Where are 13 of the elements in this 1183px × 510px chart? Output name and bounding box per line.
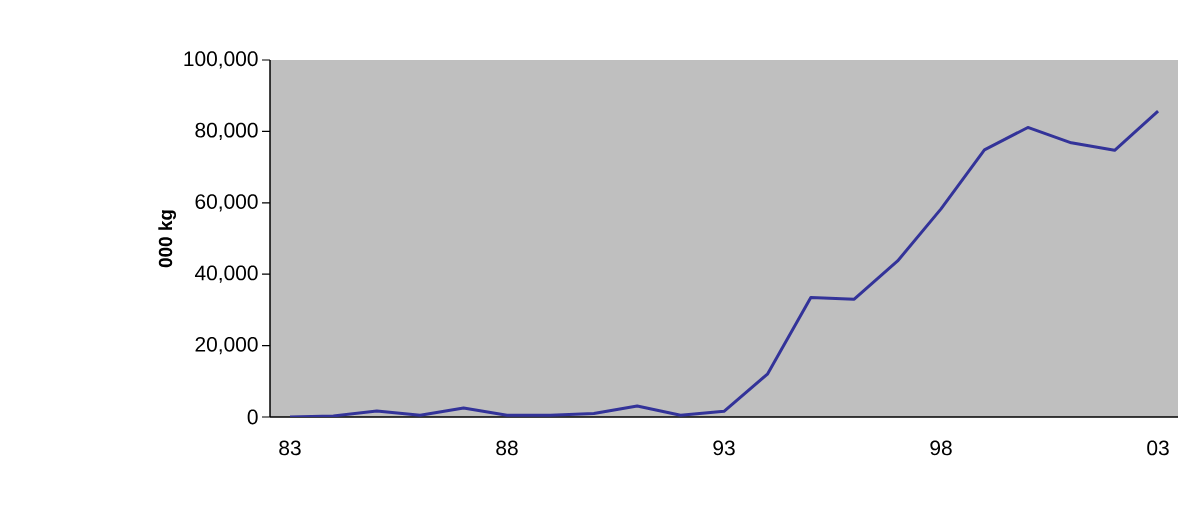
line-series: [288, 109, 1160, 417]
x-tick-label: 03: [1147, 440, 1169, 456]
y-tick-label: 80,000: [195, 122, 258, 141]
y-tick-label: 100,000: [184, 51, 258, 69]
x-tick-label: 83: [279, 440, 301, 456]
y-tick-label: 0: [247, 409, 258, 425]
x-tick-label: 88: [496, 440, 518, 456]
x-tick-label: 93: [713, 440, 735, 456]
y-tick-label: 60,000: [195, 194, 258, 212]
y-tick-label: 40,000: [194, 265, 258, 283]
y-axis-title: 000 kg: [158, 210, 177, 268]
x-tick-label: 98: [930, 440, 952, 456]
y-tick-label: 20,000: [195, 336, 258, 355]
